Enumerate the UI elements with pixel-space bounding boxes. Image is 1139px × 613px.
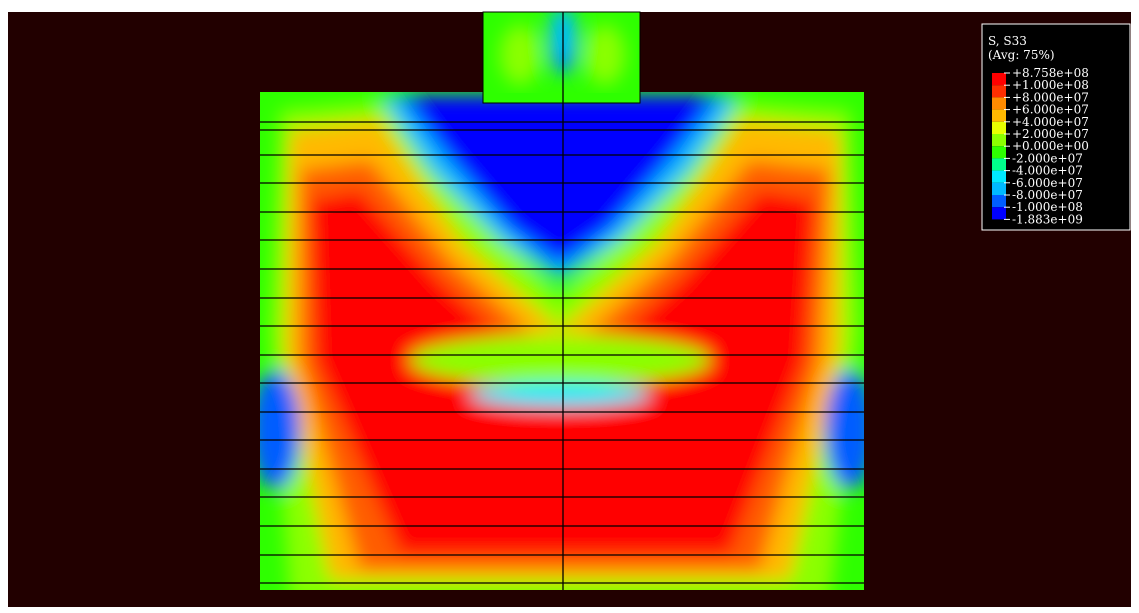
- legend-subtitle: (Avg: 75%): [988, 48, 1055, 62]
- contour-punch: [483, 5, 640, 103]
- contour-block: [250, 92, 875, 600]
- viewport: S, S33 (Avg: 75%) +8.758e+08+1.000e+08+8…: [0, 0, 1139, 613]
- legend-swatches: [992, 73, 1006, 219]
- legend: S, S33 (Avg: 75%) +8.758e+08+1.000e+08+8…: [982, 24, 1130, 230]
- legend-label: -1.883e+09: [1012, 212, 1083, 226]
- page: S, S33 (Avg: 75%) +8.758e+08+1.000e+08+8…: [0, 0, 1139, 613]
- legend-title: S, S33: [988, 34, 1027, 48]
